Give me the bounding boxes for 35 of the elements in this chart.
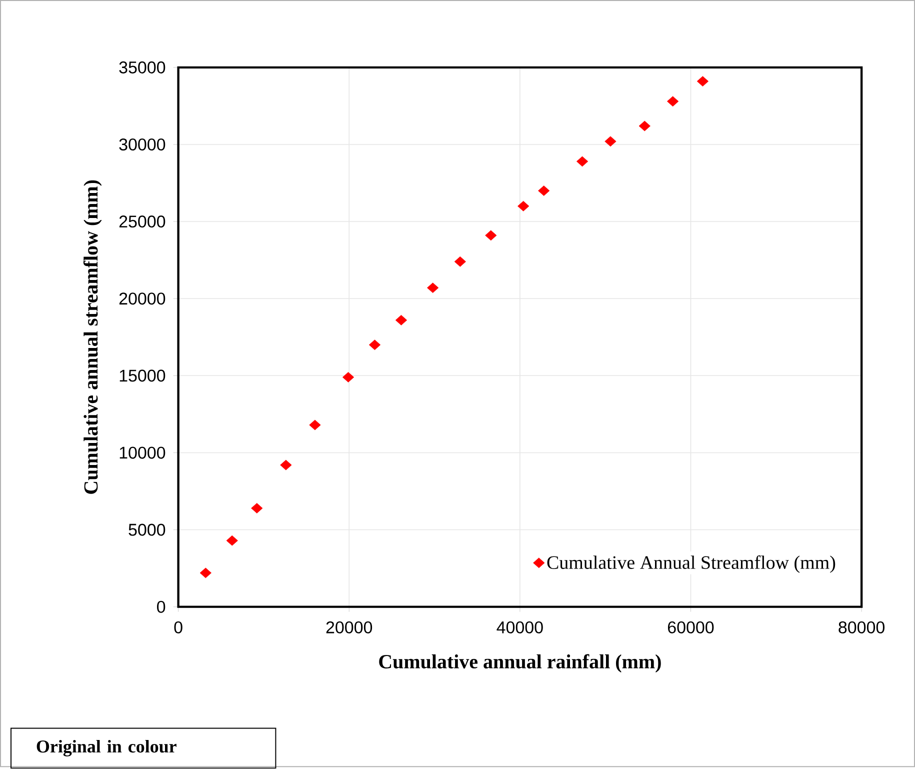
point — [309, 420, 321, 430]
y-axis-title: Cumulative annual streamflow (mm) — [83, 180, 102, 494]
point — [251, 503, 263, 514]
point — [454, 256, 466, 267]
x-tick-label: 60000 — [668, 622, 714, 634]
x-axis-title: Cumulative annual rainfall (mm) — [379, 654, 661, 673]
y-tick-label: 25000 — [119, 216, 166, 228]
y-tick-label: 5000 — [128, 524, 166, 536]
legend-label: Cumulative Annual Streamflow (mm) — [547, 556, 836, 574]
point — [280, 460, 292, 470]
point — [518, 201, 530, 212]
y-tick-label: 0 — [157, 600, 166, 614]
point — [368, 340, 381, 350]
point — [485, 230, 497, 241]
x-tick-label: 80000 — [838, 622, 884, 634]
y-tick-label: 30000 — [119, 138, 166, 151]
text: Original in colour — [36, 740, 176, 757]
point — [226, 536, 238, 546]
x-tick-label: 0 — [174, 622, 182, 634]
y-tick-label: 10000 — [120, 446, 166, 459]
point — [538, 186, 550, 196]
point — [638, 120, 650, 132]
y-tick-label: 15000 — [120, 370, 166, 382]
point — [604, 136, 616, 147]
x-tick-label: 40000 — [496, 622, 543, 634]
point — [426, 282, 439, 294]
point — [696, 76, 709, 87]
x-tick-label: 20000 — [326, 622, 372, 634]
y-tick-label: 35000 — [119, 62, 166, 74]
point — [342, 372, 354, 383]
point — [576, 156, 588, 167]
point — [200, 568, 212, 578]
y-tick-label: 20000 — [119, 292, 166, 305]
point — [395, 315, 408, 326]
point — [666, 96, 679, 107]
